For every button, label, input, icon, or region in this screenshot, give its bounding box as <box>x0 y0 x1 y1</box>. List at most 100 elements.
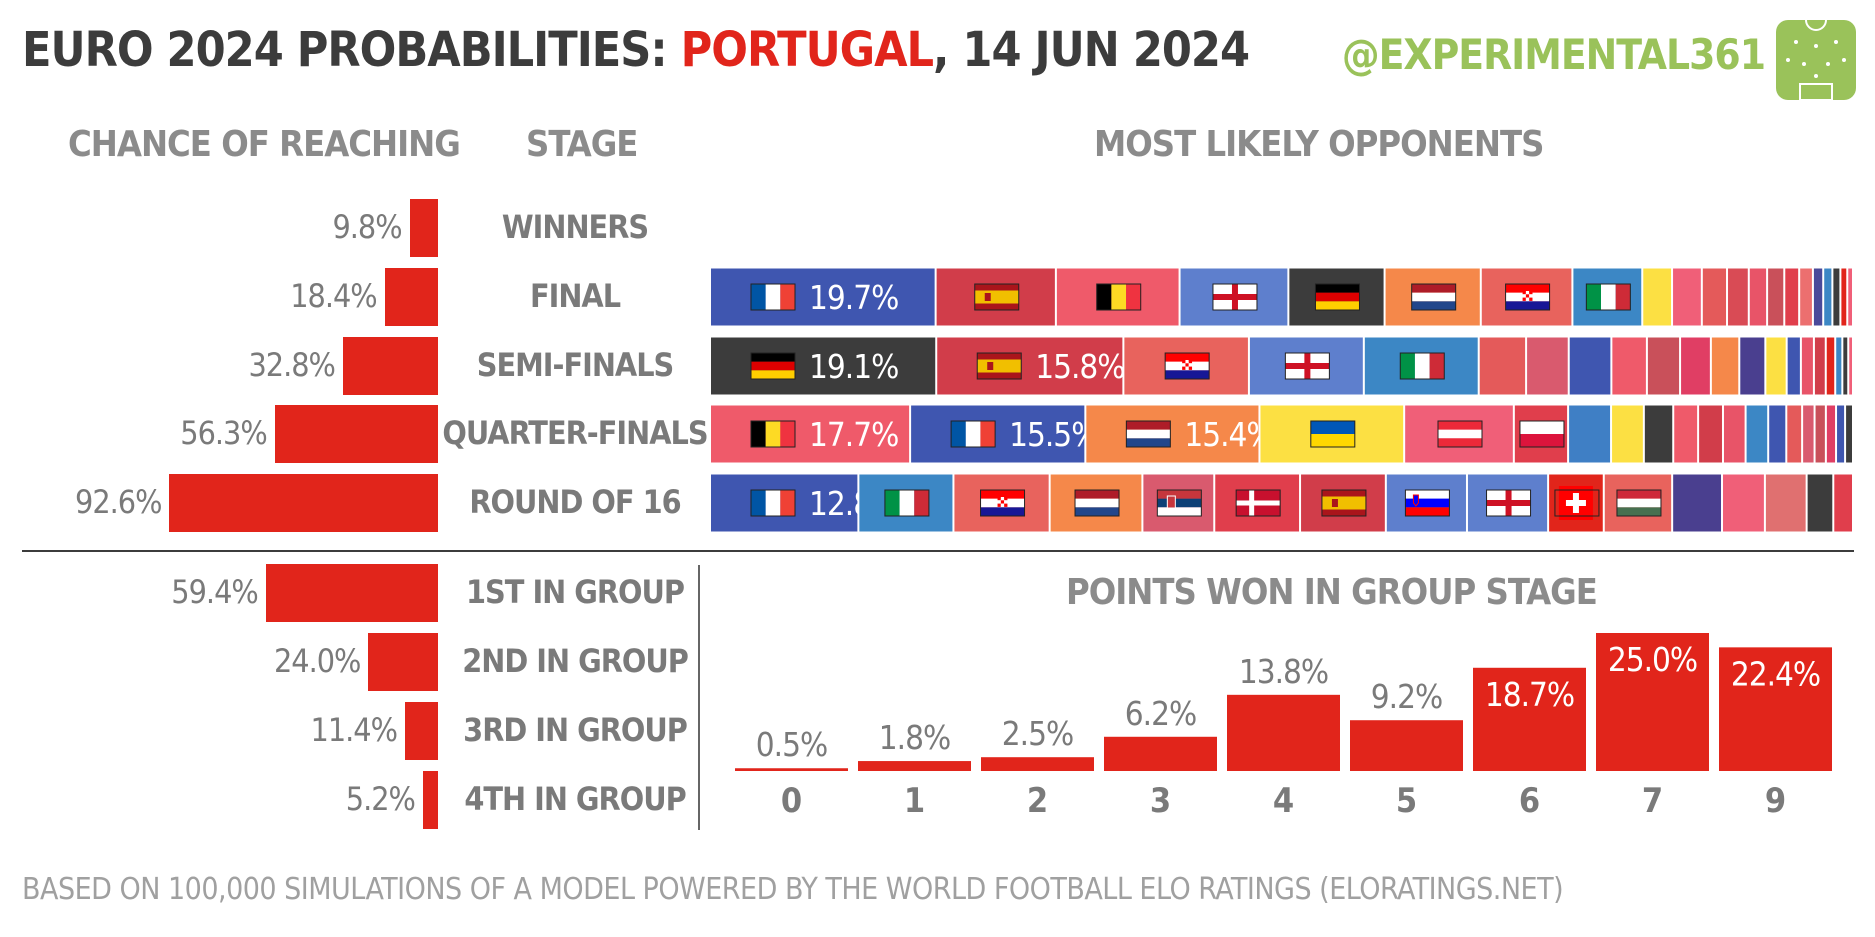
opponent-segment <box>1837 405 1845 463</box>
opponents-row: 19.7% <box>711 268 1852 326</box>
points-bar <box>858 761 971 771</box>
opponent-segment <box>1643 268 1672 326</box>
chance-header: CHANCE OF REACHING <box>68 124 461 165</box>
opponent-segment <box>1702 268 1727 326</box>
opponent-segment <box>911 405 1085 463</box>
opponent-segment <box>1673 268 1701 326</box>
flag-es-icon <box>974 283 1020 311</box>
stage-label: 1ST IN GROUP <box>466 573 685 611</box>
chance-bar <box>384 268 438 326</box>
opponent-segment <box>1848 268 1852 326</box>
chance-label: 11.4% <box>310 711 398 749</box>
points-pct-label: 6.2% <box>1125 694 1196 733</box>
opponent-segment <box>1086 405 1259 463</box>
flag-be-icon <box>1096 283 1142 311</box>
opponent-pct-label: 19.1% <box>809 347 898 386</box>
pitch-logo-icon <box>1776 20 1856 100</box>
opponent-segment <box>1681 337 1710 395</box>
page-title: EURO 2024 PROBABILITIES: PORTUGAL, 14 JU… <box>22 22 1250 78</box>
stage-label: QUARTER-FINALS <box>442 414 708 452</box>
points-bar <box>1596 633 1709 771</box>
opponent-segment <box>1723 474 1764 532</box>
chance-bar <box>404 702 438 760</box>
opponent-segment <box>1479 337 1526 395</box>
flag-hr-icon <box>1505 283 1551 311</box>
flag-de-icon <box>1314 283 1360 311</box>
stage-label: WINNERS <box>501 208 649 246</box>
opponent-segment <box>1824 268 1832 326</box>
points-pct-label: 1.8% <box>879 718 950 757</box>
stage-label: ROUND OF 16 <box>469 483 681 521</box>
flag-dk-icon <box>1235 489 1281 517</box>
flag-nl-icon <box>1411 283 1457 311</box>
author-handle: @EXPERIMENTAL361 <box>1341 30 1766 79</box>
opponent-segment <box>1826 337 1835 395</box>
points-bar <box>1104 736 1217 771</box>
chance-bar <box>169 474 438 532</box>
stage-label: SEMI-FINALS <box>476 346 675 384</box>
section-divider <box>22 550 1854 552</box>
flag-fr-icon <box>750 489 796 517</box>
footer-note: BASED ON 100,000 SIMULATIONS OF A MODEL … <box>22 872 1564 907</box>
opponent-segment <box>1612 337 1646 395</box>
chance-bar <box>265 564 438 622</box>
opponent-segment <box>1801 337 1813 395</box>
chance-label: 24.0% <box>273 642 361 680</box>
flag-nl-icon <box>1074 489 1120 517</box>
flag-es-icon <box>1321 489 1367 517</box>
stage-header: STAGE <box>526 124 638 165</box>
opponents-row: 19.1% 15.8% <box>711 337 1852 395</box>
flag-ch-icon <box>1554 486 1600 520</box>
opponent-segment <box>1833 268 1840 326</box>
opponent-segment <box>1787 405 1802 463</box>
flag-pl-icon <box>1519 420 1565 448</box>
points-bar <box>1473 667 1586 771</box>
opponent-segment <box>1846 405 1852 463</box>
opponent-segment <box>711 405 910 463</box>
flag-ua-icon <box>1310 420 1356 448</box>
opponents-row: 17.7% 15.5% 15.4% <box>711 405 1852 463</box>
flag-de-icon <box>750 352 796 380</box>
opponent-segment <box>1673 474 1722 532</box>
chance-bar <box>368 633 438 691</box>
chance-label: 59.4% <box>171 573 258 611</box>
flag-nl-icon <box>1125 420 1171 448</box>
points-bar <box>1719 647 1832 771</box>
opponent-segment <box>1836 337 1842 395</box>
flag-it-icon <box>1585 283 1631 311</box>
points-bar <box>1350 720 1463 771</box>
flag-rs-icon <box>1156 489 1202 517</box>
points-pct-label: 9.2% <box>1371 677 1442 716</box>
points-tick-label: 3 <box>1150 781 1171 821</box>
flag-hu-icon <box>1616 489 1662 517</box>
column-divider <box>698 565 700 830</box>
points-tick-label: 4 <box>1273 781 1294 821</box>
flag-en-icon <box>1212 283 1258 311</box>
stage-label: 2ND IN GROUP <box>462 642 689 680</box>
opponent-pct-label: 15.4% <box>1184 415 1273 454</box>
opponent-segment <box>1800 268 1812 326</box>
opponent-segment <box>1723 405 1745 463</box>
flag-fr-icon <box>750 283 796 311</box>
opponent-segment <box>1769 405 1786 463</box>
flag-be-icon <box>750 420 796 448</box>
opponent-pct-label: 19.7% <box>809 278 898 317</box>
flag-hr-icon <box>1164 352 1210 380</box>
chance-label: 56.3% <box>180 414 267 452</box>
opponent-pct-label: 15.5% <box>1009 415 1098 454</box>
chance-bar <box>422 771 438 829</box>
opponent-segment <box>1787 337 1800 395</box>
opponent-pct-label: 17.7% <box>809 415 898 454</box>
chance-bar <box>274 405 438 463</box>
opponent-segment <box>1765 474 1806 532</box>
opponents-header: MOST LIKELY OPPONENTS <box>1094 124 1544 165</box>
opponent-segment <box>1569 405 1611 463</box>
points-pct-label: 25.0% <box>1608 640 1697 679</box>
points-tick-label: 6 <box>1519 781 1540 821</box>
points-pct-label: 2.5% <box>1002 714 1073 753</box>
opponent-segment <box>1569 337 1611 395</box>
points-tick-label: 5 <box>1396 781 1417 821</box>
opponent-segment <box>711 268 935 326</box>
chance-label: 92.6% <box>75 483 162 521</box>
points-pct-label: 18.7% <box>1485 675 1574 714</box>
